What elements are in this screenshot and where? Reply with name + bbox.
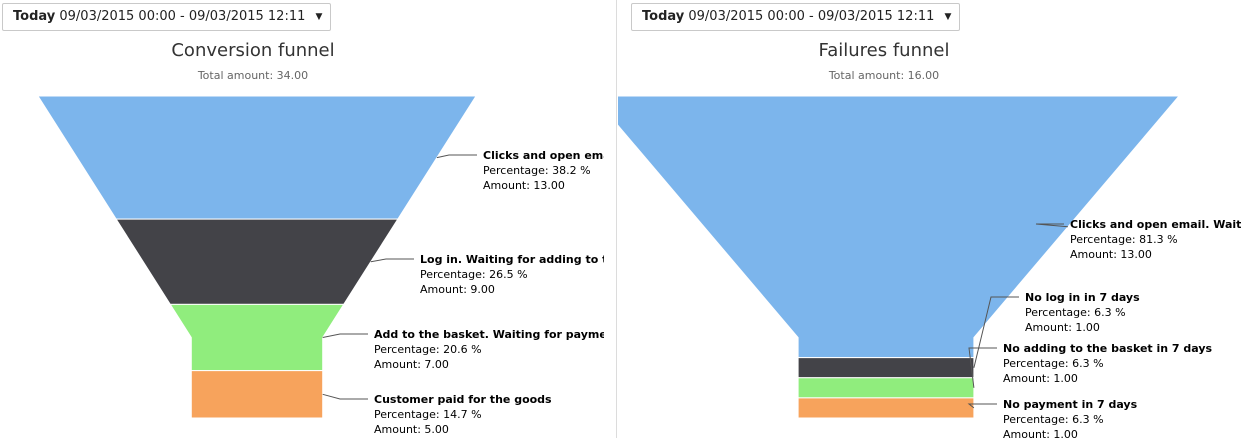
chart-subtitle: Total amount: 16.00 [828, 69, 940, 82]
data-label-connector [967, 403, 997, 409]
funnel-segment[interactable] [190, 370, 324, 419]
data-label-amount: Amount: 1.00 [1003, 428, 1078, 438]
data-label-percentage: Percentage: 38.2 % [483, 164, 591, 177]
data-label-percentage: Percentage: 81.3 % [1070, 233, 1178, 246]
data-label-connector [370, 258, 414, 263]
data-label-stage-name: No adding to the basket in 7 days [1003, 342, 1213, 355]
data-label-amount: Amount: 9.00 [420, 283, 495, 296]
date-range-dropdown[interactable]: Today 09/03/2015 00:00 - 09/03/2015 12:1… [2, 3, 332, 31]
chart-title: Failures funnel [818, 40, 950, 61]
funnel-segment[interactable] [797, 357, 975, 379]
funnel-segment[interactable] [115, 218, 399, 305]
failures-funnel-chart: Clicks and open email. Waiting for log i… [618, 95, 1241, 438]
data-label-stage-name: No log in in 7 days [1025, 291, 1140, 304]
data-label-percentage: Percentage: 6.3 % [1003, 357, 1104, 370]
data-label-amount: Amount: 1.00 [1025, 321, 1100, 334]
data-label-amount: Amount: 7.00 [374, 358, 449, 371]
data-label-percentage: Percentage: 6.3 % [1025, 306, 1126, 319]
data-label-amount: Amount: 5.00 [374, 423, 449, 436]
data-label-connector [322, 393, 368, 400]
data-label-stage-name: Add to the basket. Waiting for payment [374, 328, 604, 341]
date-range-value: 09/03/2015 00:00 - 09/03/2015 12:11 [59, 9, 306, 24]
data-label-connector [973, 296, 1019, 368]
funnel-segment[interactable] [169, 303, 345, 372]
data-label-amount: Amount: 1.00 [1003, 372, 1078, 385]
conversion-funnel-chart: Clicks and open email. Waiting for log i… [37, 95, 604, 436]
data-label-percentage: Percentage: 26.5 % [420, 268, 528, 281]
data-label-stage-name: Log in. Waiting for adding to the basket [420, 253, 604, 266]
data-label-percentage: Percentage: 14.7 % [374, 408, 482, 421]
data-label-percentage: Percentage: 20.6 % [374, 343, 482, 356]
data-label-stage-name: No payment in 7 days [1003, 398, 1138, 411]
data-label-percentage: Percentage: 6.3 % [1003, 413, 1104, 426]
chevron-down-icon: ▼ [315, 12, 323, 22]
data-label-connector [436, 154, 477, 159]
chart-subtitle: Total amount: 34.00 [197, 69, 309, 82]
date-range-label: Today [642, 9, 685, 24]
date-range-dropdown[interactable]: Today 09/03/2015 00:00 - 09/03/2015 12:1… [631, 3, 961, 31]
data-label-stage-name: Customer paid for the goods [374, 393, 552, 406]
chevron-down-icon: ▼ [944, 12, 952, 22]
funnel-segment[interactable] [797, 377, 975, 399]
data-label-connector [1035, 223, 1068, 228]
data-label-stage-name: Clicks and open email. Waiting for log i… [483, 149, 604, 162]
data-label-amount: Amount: 13.00 [1070, 248, 1152, 261]
chart-title: Conversion funnel [171, 40, 335, 61]
date-range-label: Today [13, 9, 56, 24]
data-label-amount: Amount: 13.00 [483, 179, 565, 192]
date-range-value: 09/03/2015 00:00 - 09/03/2015 12:11 [688, 9, 935, 24]
failures-funnel-panel: Today 09/03/2015 00:00 - 09/03/2015 12:1… [618, 0, 1241, 438]
funnel-segment[interactable] [37, 95, 477, 220]
data-label-connector [322, 333, 368, 338]
conversion-funnel-panel: Today 09/03/2015 00:00 - 09/03/2015 12:1… [0, 0, 604, 438]
data-label-connector [968, 347, 997, 388]
funnel-segment[interactable] [797, 397, 975, 419]
data-label-stage-name: Clicks and open email. Waiting for log i… [1070, 218, 1241, 231]
panel-divider [616, 0, 617, 438]
